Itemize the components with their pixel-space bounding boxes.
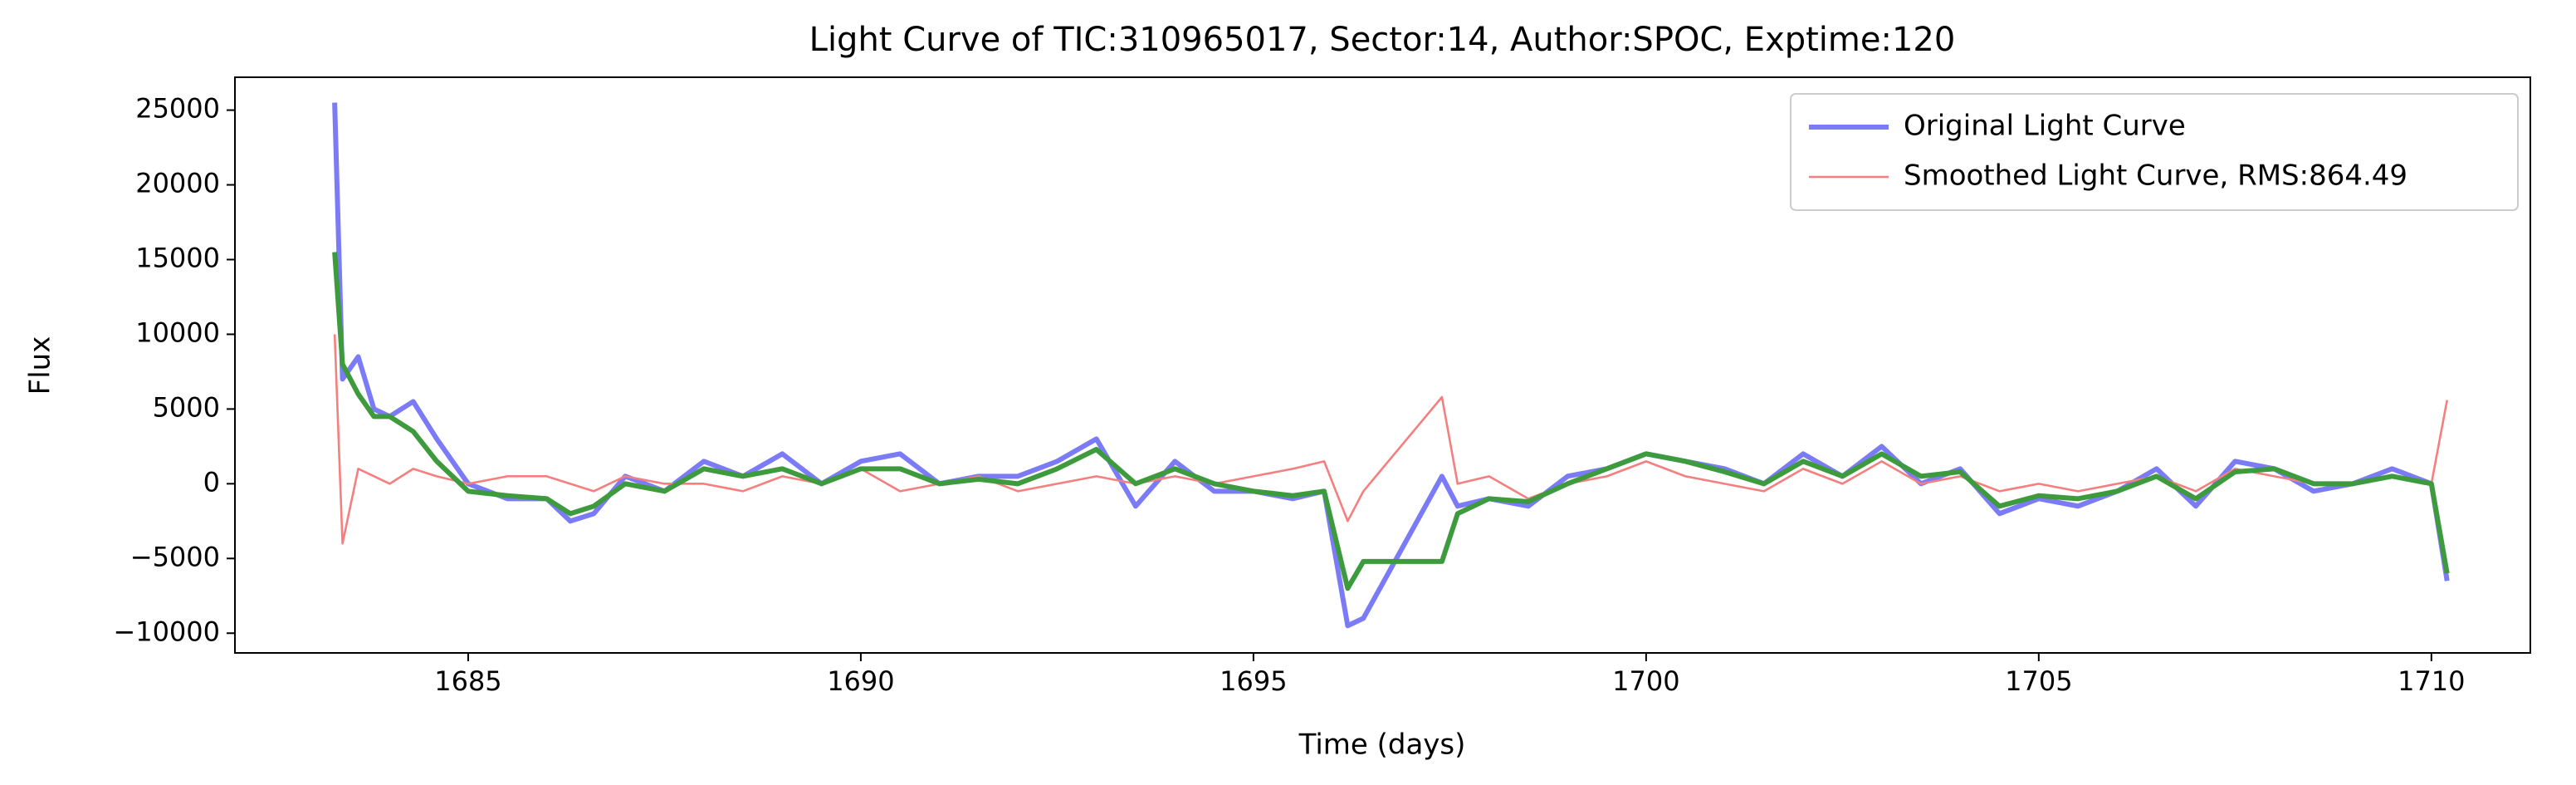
legend-label: Smoothed Light Curve, RMS:864.49 [1904,159,2407,193]
x-tick-label: 1695 [1220,665,1287,697]
x-tick-label: 1705 [2005,665,2072,697]
series-line [332,252,2450,591]
y-tick-label: −5000 [130,541,220,572]
x-tick-label: 1690 [827,665,894,697]
y-tick-label: 20000 [135,168,220,199]
y-tick-label: 0 [203,466,220,498]
series-line [333,334,2449,545]
x-tick-label: 1685 [434,665,501,697]
y-axis-label: Flux [24,336,57,395]
x-axis-label: Time (days) [1298,729,1466,762]
chart-title: Light Curve of TIC:310965017, Sector:14,… [809,21,1956,59]
legend-box [1790,93,2519,211]
y-tick-label: 15000 [135,242,220,273]
x-tick-label: 1710 [2398,665,2465,697]
y-tick-label: 10000 [135,316,220,348]
y-tick-label: −10000 [113,616,220,647]
plot-frame [234,76,2531,654]
y-tick-label: 25000 [135,93,220,125]
y-tick-label: 5000 [153,391,220,423]
x-tick-label: 1700 [1612,665,1679,697]
legend-label: Original Light Curve [1904,110,2186,143]
